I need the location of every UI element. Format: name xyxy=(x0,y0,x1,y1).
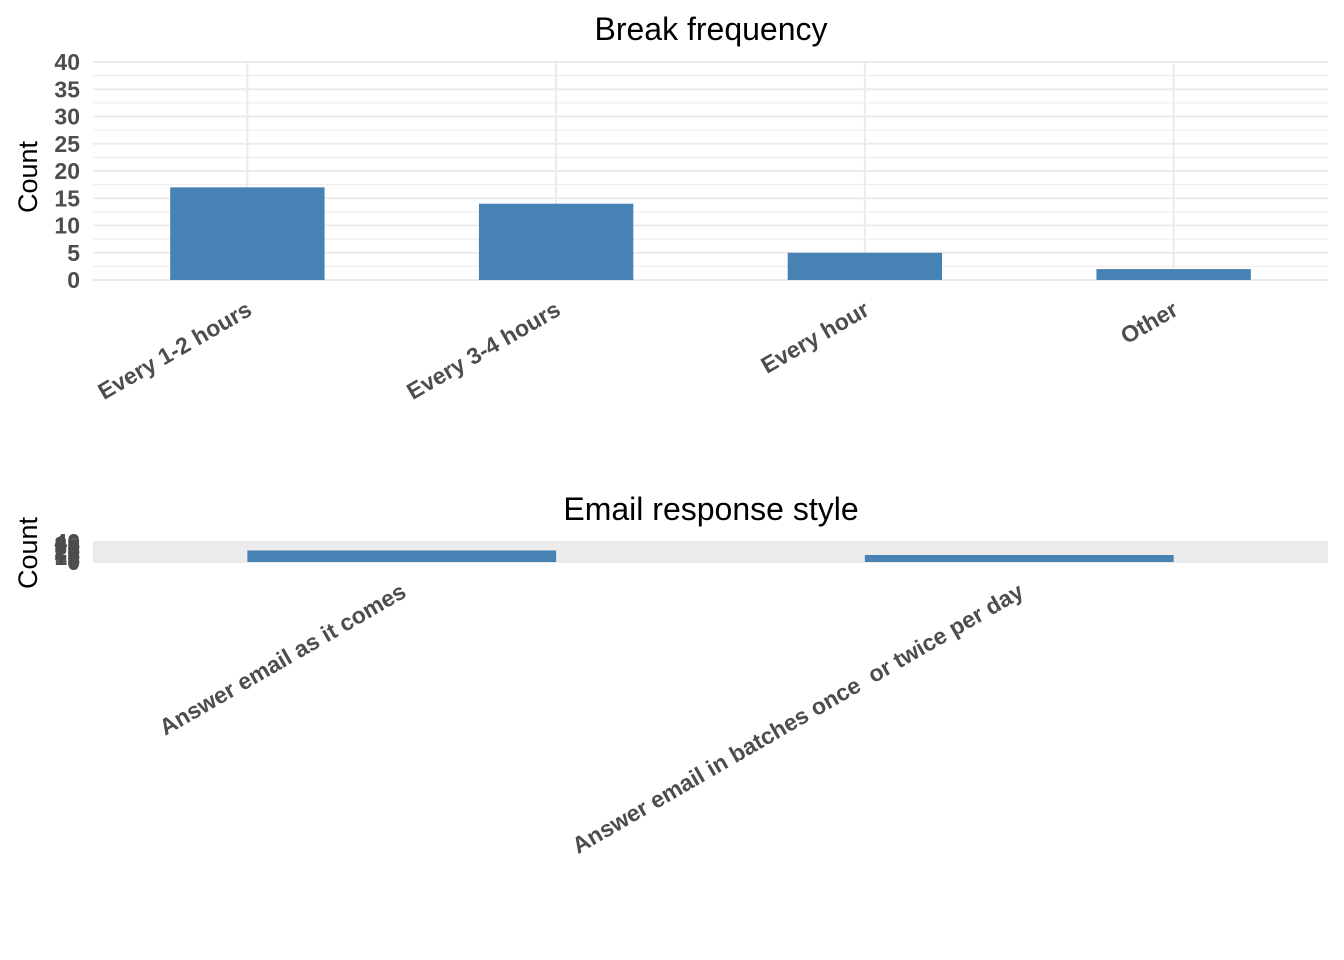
y-tick-label: 0 xyxy=(67,549,80,575)
y-tick-label: 25 xyxy=(54,131,80,157)
x-tick-label-every-3-4-hours: Every 3-4 hours xyxy=(402,296,564,405)
y-tick-label: 15 xyxy=(54,185,80,211)
x-tick-label-every-hour: Every hour xyxy=(756,296,873,379)
x-tick-label-other: Other xyxy=(1116,296,1182,349)
bar-every-hour xyxy=(787,252,943,280)
y-tick-label: 5 xyxy=(67,240,80,266)
y-tick-label: 5 xyxy=(67,547,80,573)
y-axis-label: Count xyxy=(13,140,43,213)
y-tick-label: 0 xyxy=(67,267,80,293)
x-tick-labels: Answer email as it comes Answer email in … xyxy=(155,578,1028,859)
y-tick-label: 40 xyxy=(54,49,80,75)
chart-title: Email response style xyxy=(563,491,858,527)
bar-series xyxy=(247,550,1174,562)
bar-answer-email-as-it-comes xyxy=(247,550,557,562)
y-tick-label: 20 xyxy=(54,539,80,565)
x-tick-label-answer-email-as-it-comes: Answer email as it comes xyxy=(155,578,410,741)
y-tick-label: 35 xyxy=(54,76,80,102)
y-tick-label: 40 xyxy=(54,529,80,555)
x-tick-labels: Every 1-2 hours Every 3-4 hours Every hour… xyxy=(93,296,1182,405)
y-tick-label: 35 xyxy=(54,532,80,558)
x-tick-label-answer-email-in-batches-once-or-twice-per-day: Answer email in batches once or twice pe… xyxy=(568,578,1028,859)
y-tick-label: 25 xyxy=(54,537,80,563)
bar-every-1-2-hours xyxy=(170,187,325,280)
y-tick-label: 10 xyxy=(54,544,80,570)
bar-other xyxy=(1096,269,1251,280)
bar-answer-email-in-batches-once-or-twice-per-day xyxy=(864,555,1174,562)
chart-title: Break frequency xyxy=(594,11,827,47)
y-tick-label: 10 xyxy=(54,213,80,239)
x-tick-label-every-1-2-hours: Every 1-2 hours xyxy=(93,296,255,405)
y-tick-label: 15 xyxy=(54,542,80,568)
y-axis-label: Count xyxy=(13,516,43,589)
chart-panel-email-response-style: Email response style Count 0510152025303… xyxy=(13,491,1328,859)
bar-series xyxy=(170,187,1251,280)
y-tick-label: 20 xyxy=(54,158,80,184)
y-tick-label: 30 xyxy=(54,104,80,130)
bar-every-3-4-hours xyxy=(478,203,634,280)
y-tick-label: 30 xyxy=(54,534,80,560)
